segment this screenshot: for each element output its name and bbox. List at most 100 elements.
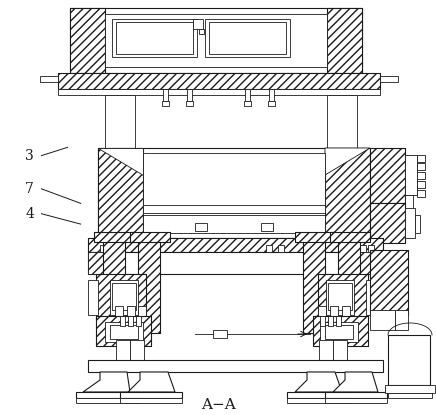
Bar [268,101,275,106]
Bar [105,95,135,155]
Bar [130,232,170,242]
Bar [303,238,325,333]
Polygon shape [325,148,370,175]
Bar [313,316,368,346]
Bar [244,101,251,106]
Bar [342,306,350,320]
Bar [287,392,351,398]
Bar [130,232,170,242]
Bar [70,8,105,73]
Bar [88,252,113,274]
Bar [187,89,192,101]
Bar [108,245,114,252]
Bar [112,283,136,310]
Bar [405,155,417,195]
Bar [94,232,134,242]
Bar [328,316,333,326]
Bar [138,306,146,320]
Bar [325,398,387,403]
Bar [116,340,130,365]
Bar [110,280,138,315]
Bar [303,238,325,333]
Bar [318,306,326,320]
Bar [88,280,98,315]
Bar [368,245,374,252]
Bar [325,392,387,398]
Bar [318,274,368,319]
Polygon shape [83,372,130,392]
Bar [58,73,380,89]
Bar [143,153,325,233]
Bar [370,148,405,203]
Bar [313,316,368,346]
Bar [205,19,290,57]
Bar [94,232,134,242]
Bar [417,172,425,179]
Bar [186,101,193,106]
Bar [405,208,415,238]
Bar [138,238,160,333]
Bar [327,8,362,73]
Bar [405,195,413,215]
Bar [105,322,143,342]
Bar [128,316,133,326]
Bar [193,19,203,29]
Bar [70,8,362,73]
Bar [115,306,123,320]
Text: 4: 4 [25,207,34,221]
Bar [98,148,143,238]
Bar [333,340,347,365]
Polygon shape [128,372,175,392]
Bar [388,335,430,385]
Bar [143,205,325,213]
Bar [88,252,383,274]
Bar [320,322,358,342]
Bar [417,155,425,162]
Bar [370,203,405,243]
Bar [327,95,357,155]
Bar [120,392,182,398]
Bar [116,22,193,54]
Bar [261,223,273,231]
Bar [127,306,135,320]
Text: A−A: A−A [201,398,235,412]
Bar [96,316,151,346]
Bar [88,238,383,252]
Bar [278,245,284,252]
Bar [395,310,408,330]
Bar [417,181,425,188]
Bar [58,89,380,95]
Bar [58,73,380,89]
Bar [415,215,420,233]
Bar [358,252,383,274]
Bar [336,316,341,326]
Bar [136,316,141,326]
Bar [103,238,125,333]
Bar [120,398,182,403]
Bar [266,245,272,252]
Bar [88,360,383,372]
Polygon shape [98,148,143,175]
Bar [103,238,125,333]
Bar [388,393,432,398]
Bar [360,245,366,252]
Bar [328,283,352,310]
Bar [40,76,58,82]
Bar [245,89,250,101]
Bar [327,8,362,73]
Bar [110,325,138,339]
Bar [76,398,140,403]
Bar [120,316,125,326]
Bar [370,250,408,315]
Bar [370,310,395,330]
Bar [105,14,327,67]
Bar [98,148,370,238]
Bar [295,232,335,242]
Bar [213,330,227,338]
Bar [330,232,370,242]
Bar [287,398,351,403]
Polygon shape [333,372,378,392]
Bar [338,238,360,333]
Bar [138,238,160,333]
Bar [98,148,143,238]
